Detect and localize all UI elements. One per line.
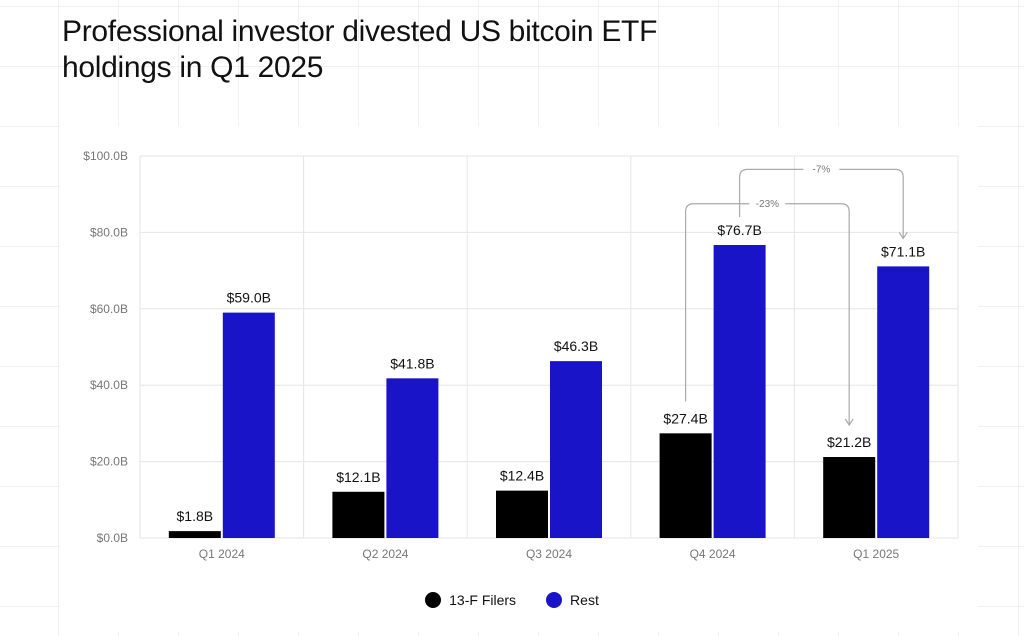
x-tick-label: Q1 2024 — [199, 547, 245, 561]
data-label-13f-filers: $1.8B — [177, 508, 214, 524]
bar-rest — [877, 266, 930, 538]
bar-13f-filers — [496, 490, 548, 538]
y-tick-label: $60.0B — [90, 302, 128, 316]
comparison-label: -23% — [756, 199, 779, 210]
chart-title: Professional investor divested US bitcoi… — [62, 15, 658, 84]
legend-label-rest: Rest — [570, 592, 599, 608]
legend: 13-F Filers Rest — [0, 592, 1024, 608]
data-label-rest: $76.7B — [717, 222, 761, 238]
legend-item-13f-filers: 13-F Filers — [425, 592, 516, 608]
bar-rest — [713, 245, 766, 539]
bar-13f-filers — [168, 531, 221, 538]
comparison-label-bg — [749, 195, 786, 210]
bar-13f-filers — [332, 491, 385, 538]
comparison-arrowhead — [844, 418, 854, 427]
data-label-rest: $46.3B — [554, 338, 598, 354]
data-label-13f-filers: $12.4B — [500, 468, 544, 484]
y-tick-label: $20.0B — [90, 455, 128, 469]
x-tick-label: Q4 2024 — [690, 547, 736, 561]
data-label-13f-filers: $27.4B — [663, 410, 707, 426]
comparison-label-bg — [803, 161, 840, 176]
legend-label-13f-filers: 13-F Filers — [449, 592, 517, 608]
legend-swatch-rest — [546, 592, 563, 608]
y-tick-label: $80.0B — [90, 225, 128, 239]
data-label-rest: $71.1B — [881, 243, 925, 259]
data-label-13f-filers: $21.2B — [827, 434, 871, 450]
x-tick-label: Q1 2025 — [853, 547, 899, 561]
bar-13f-filers — [659, 433, 712, 538]
legend-item-rest: Rest — [546, 592, 599, 608]
bar-rest — [222, 312, 275, 538]
y-tick-label: $100.0B — [83, 149, 128, 163]
bar-13f-filers — [823, 457, 876, 538]
chart-panel — [60, 126, 978, 632]
bar-rest — [386, 378, 439, 538]
data-label-rest: $59.0B — [227, 290, 271, 306]
comparison-arrowhead — [898, 232, 908, 240]
bar-rest — [550, 361, 602, 538]
x-tick-label: Q2 2024 — [362, 547, 408, 561]
y-tick-label: $40.0B — [90, 378, 128, 392]
legend-swatch-13f-filers — [425, 592, 442, 608]
comparison-arrow — [685, 203, 850, 426]
x-tick-label: Q3 2024 — [526, 547, 572, 561]
comparison-label: -7% — [813, 164, 831, 175]
data-label-13f-filers: $12.1B — [336, 469, 380, 485]
data-label-rest: $41.8B — [390, 355, 434, 371]
y-tick-label: $0.0B — [97, 531, 128, 545]
